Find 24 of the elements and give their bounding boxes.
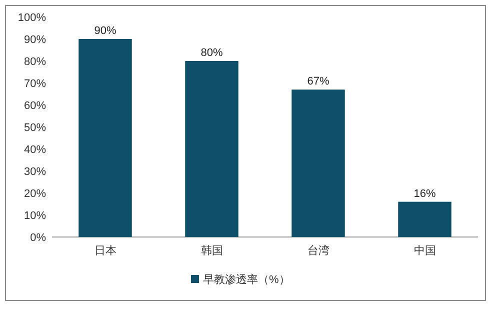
y-tick-label: 90% [24, 34, 46, 46]
data-label: 80% [200, 47, 223, 59]
y-tick-label: 70% [24, 78, 46, 90]
x-tick-label: 日本 [94, 244, 116, 257]
x-tick-label: 韩国 [200, 244, 223, 257]
y-tick-label: 100% [18, 12, 46, 24]
data-label: 67% [307, 76, 330, 88]
y-tick-label: 20% [24, 188, 46, 200]
y-tick-label: 40% [24, 144, 46, 156]
x-tick-label: 中国 [414, 244, 436, 257]
x-tick-label: 台湾 [307, 244, 330, 257]
bar [398, 202, 452, 237]
y-tick-label: 60% [24, 100, 46, 112]
legend-label: 早教渗透率（%） [203, 273, 290, 286]
y-tick-label: 0% [30, 232, 46, 244]
data-label: 90% [94, 25, 116, 37]
data-label: 16% [414, 188, 436, 200]
y-tick-label: 80% [24, 56, 46, 68]
bar [292, 90, 345, 237]
y-tick-label: 10% [24, 210, 46, 222]
y-tick-label: 50% [24, 122, 46, 134]
bar [78, 39, 132, 237]
y-tick-label: 30% [24, 166, 46, 178]
bar [185, 61, 238, 237]
